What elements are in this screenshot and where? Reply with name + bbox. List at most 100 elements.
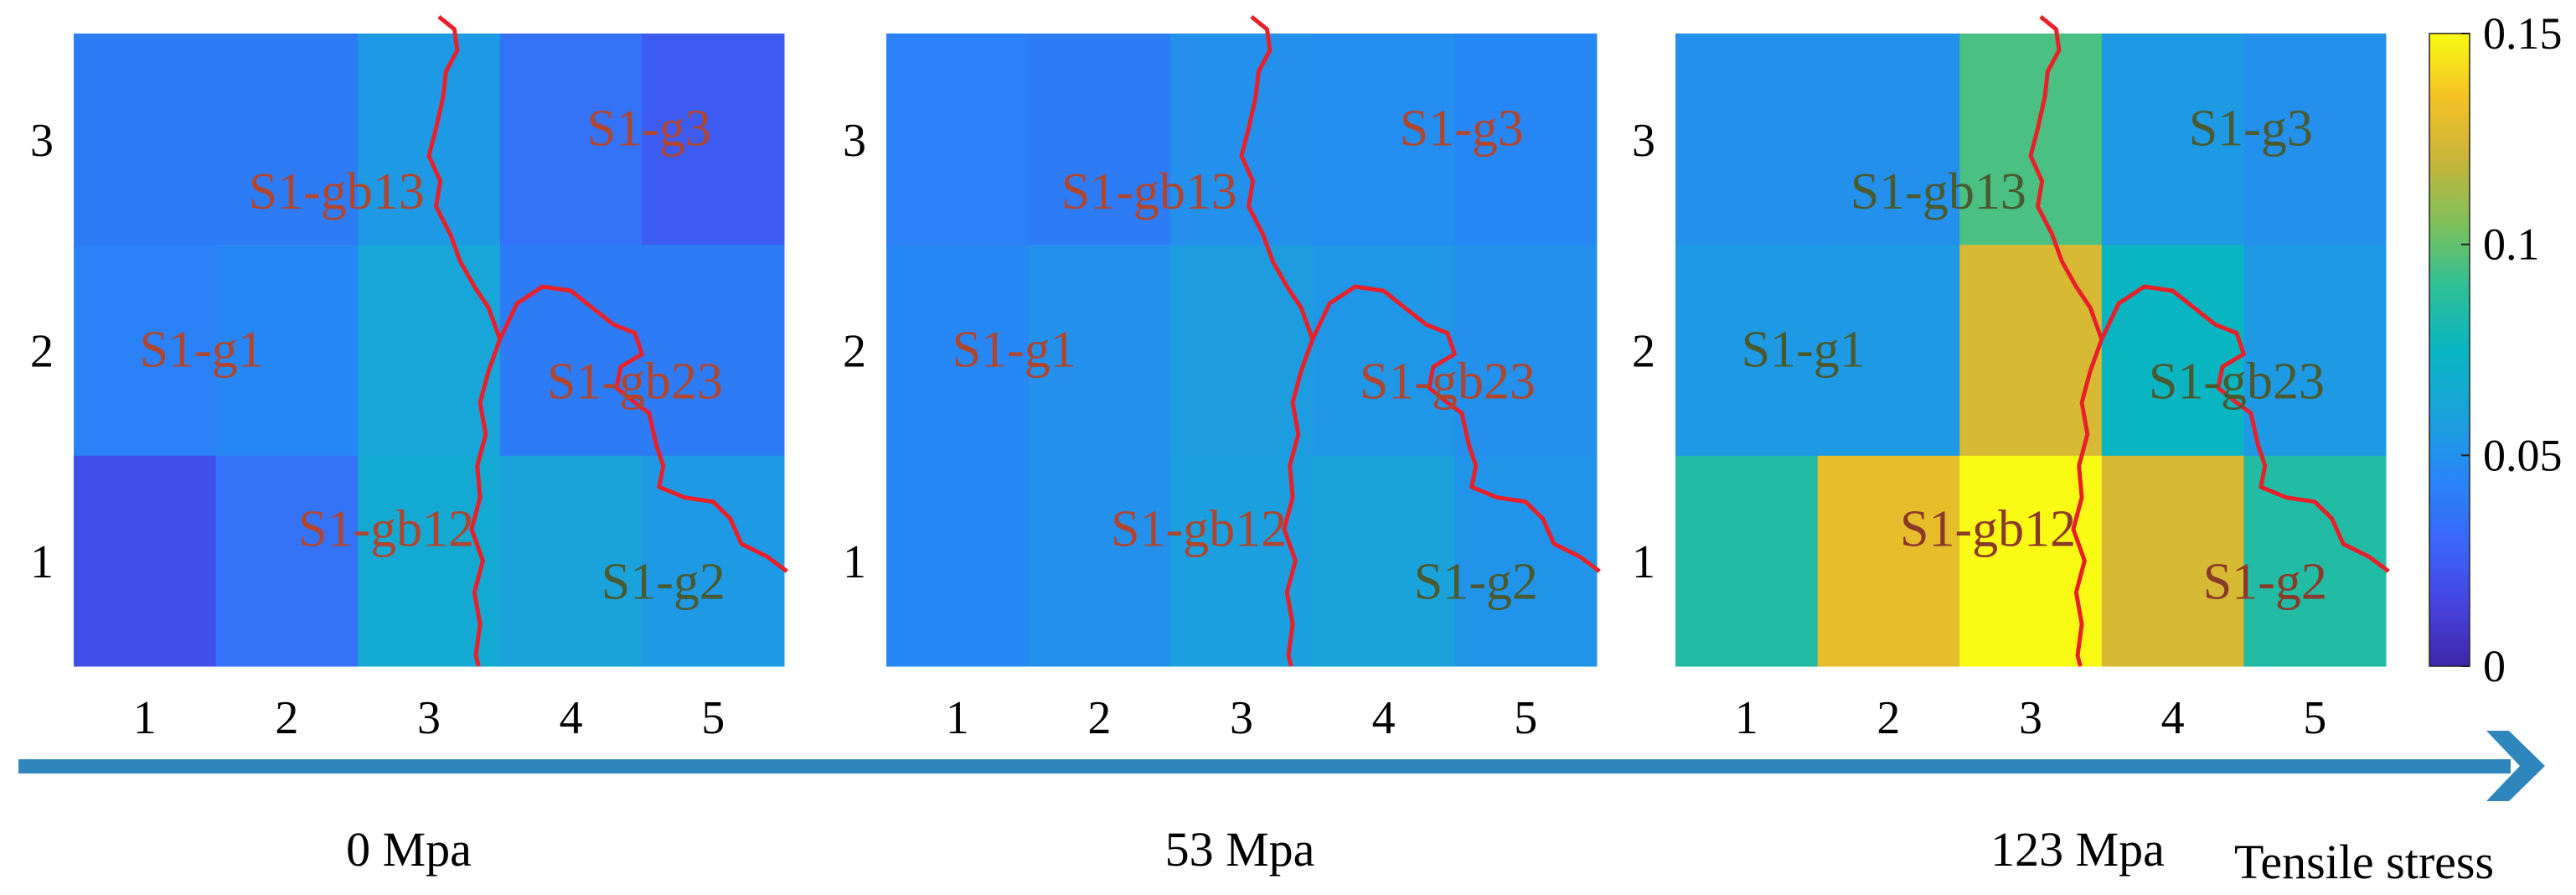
x-tick-label: 5 xyxy=(1514,692,1537,744)
y-tick-label: 2 xyxy=(843,326,866,378)
x-tick-label: 2 xyxy=(1877,692,1900,744)
x-tick-label: 5 xyxy=(2303,692,2326,744)
x-tick-label: 4 xyxy=(2161,692,2185,744)
heatmap-cell xyxy=(358,455,501,667)
y-tick-label: 1 xyxy=(843,536,866,588)
heatmap-cell xyxy=(2101,244,2244,456)
colorbar-ticks: 0 0.05 0.1 0.15 xyxy=(2461,8,2563,691)
heatmap-cell xyxy=(1675,34,1819,246)
y-tick-label: 2 xyxy=(1632,326,1655,378)
grain-boundary-line xyxy=(1239,14,1315,667)
heatmap-cell xyxy=(1675,244,1819,456)
heatmap-panel: S1-g3 S1-gb13 S1-g1 S1-gb23 S1-gb12 S1-g2 1 2 3 4… xyxy=(843,14,1601,744)
heatmap-cell xyxy=(1959,34,2103,246)
colorbar-tick-label: 0 xyxy=(2483,641,2506,691)
heatmap-cell xyxy=(2243,34,2387,246)
colorbar-tick-label: 0.05 xyxy=(2483,430,2563,480)
x-tick-label: 4 xyxy=(560,692,583,744)
region-label: S1-gb12 xyxy=(1900,500,2076,557)
region-label: S1-gb13 xyxy=(1061,163,1237,220)
heatmap-cell xyxy=(2243,244,2387,456)
y-tick-label: 3 xyxy=(30,115,54,167)
heatmap-cell xyxy=(1312,455,1455,667)
heatmap-panel: S1-g3 S1-gb13 S1-g1 S1-gb23 S1-gb12 S1-g2 1 2 3 4… xyxy=(1632,14,2390,744)
stress-caption: 0 Mpa xyxy=(346,822,472,877)
heatmap-cell xyxy=(358,34,501,246)
stress-captions: 0 Mpa 53 Mpa 123 Mpa xyxy=(346,822,2165,877)
colorbar: 0 0.05 0.1 0.15 xyxy=(2429,8,2563,691)
region-label: S1-g3 xyxy=(2189,100,2313,157)
x-tick-label: 5 xyxy=(701,692,725,744)
heatmap-cell xyxy=(215,34,359,246)
heatmap-cell xyxy=(215,244,359,456)
region-label: S1-gb12 xyxy=(298,500,474,557)
region-label: S1-g1 xyxy=(140,322,264,379)
heatmap-cell xyxy=(1312,34,1455,246)
stress-caption: 123 Mpa xyxy=(1990,822,2165,877)
heatmap-cell xyxy=(1817,244,1960,456)
heatmap-panels: S1-g3 S1-gb13 S1-g1 S1-gb23 S1-gb12 S1-g2 1 2 3 4… xyxy=(30,14,2390,744)
colorbar-gradient xyxy=(2429,33,2470,667)
heatmap-cell xyxy=(1028,244,1171,456)
heatmap-cell xyxy=(2101,34,2244,246)
y-tick-label: 3 xyxy=(1632,115,1655,167)
grain-boundary-branch xyxy=(2099,284,2390,573)
heatmap-cell xyxy=(1170,455,1314,667)
heatmap-cell xyxy=(74,34,217,246)
heatmap-cell xyxy=(642,244,785,456)
region-label: S1-gb12 xyxy=(1111,500,1287,557)
colorbar-tick-label: 0.15 xyxy=(2483,8,2563,59)
x-tick-label: 3 xyxy=(417,692,441,744)
grain-boundary-line xyxy=(2028,14,2104,667)
heatmap-cell xyxy=(74,244,217,456)
grain-boundary-branch xyxy=(498,284,788,573)
region-label: S1-gb23 xyxy=(1360,353,1536,410)
x-tick-label: 4 xyxy=(1372,692,1396,744)
colorbar-tick-label: 0.1 xyxy=(2483,220,2540,270)
x-tick-label: 2 xyxy=(275,692,298,744)
stress-caption: 53 Mpa xyxy=(1165,822,1315,877)
heatmap-cell xyxy=(1028,455,1171,667)
heatmap-cell xyxy=(1312,244,1455,456)
heatmap-cell xyxy=(499,244,643,456)
heatmap-cell xyxy=(1170,34,1314,246)
heatmap-cell xyxy=(1170,244,1314,456)
heatmap-cell xyxy=(886,34,1030,246)
heatmap-cell xyxy=(1817,455,1960,667)
heatmap-cell xyxy=(1454,34,1598,246)
region-label: S1-gb13 xyxy=(249,163,425,220)
heatmap-cell xyxy=(1959,244,2103,456)
region-label: S1-g3 xyxy=(587,100,711,157)
heatmap-cell xyxy=(1959,455,2103,667)
arrow-head xyxy=(2486,731,2545,801)
heatmap-cell xyxy=(642,34,785,246)
region-label: S1-gb13 xyxy=(1851,163,2026,220)
heatmap-cell xyxy=(1028,34,1171,246)
region-label: S1-g2 xyxy=(2203,553,2327,610)
heatmap-cell xyxy=(74,455,217,667)
heatmap-cell xyxy=(358,244,501,456)
grain-boundary-branch xyxy=(1310,284,1601,573)
heatmap-cell xyxy=(215,455,359,667)
heatmap-panel: S1-g3 S1-gb13 S1-g1 S1-gb23 S1-gb12 S1-g2 1 2 3 4… xyxy=(30,14,788,744)
y-tick-label: 3 xyxy=(843,115,866,167)
region-label: S1-g2 xyxy=(601,553,725,610)
x-tick-label: 3 xyxy=(1230,692,1253,744)
x-tick-label: 1 xyxy=(1735,692,1758,744)
y-tick-label: 1 xyxy=(1632,536,1655,588)
x-tick-label: 2 xyxy=(1087,692,1111,744)
x-tick-label: 1 xyxy=(133,692,157,744)
region-label: S1-g3 xyxy=(1400,100,1524,157)
heatmap-cell xyxy=(886,244,1030,456)
region-label: S1-gb23 xyxy=(547,353,723,410)
heatmap-cell xyxy=(1454,244,1598,456)
arrow-label: Tensile stress xyxy=(2234,835,2494,889)
x-tick-label: 1 xyxy=(946,692,969,744)
arrow-shaft xyxy=(18,759,2511,773)
heatmap-cell xyxy=(1675,455,1819,667)
grain-boundary-line xyxy=(426,14,503,667)
region-label: S1-g2 xyxy=(1414,553,1538,610)
y-tick-label: 2 xyxy=(30,326,54,378)
heatmap-cell xyxy=(1817,34,1960,246)
